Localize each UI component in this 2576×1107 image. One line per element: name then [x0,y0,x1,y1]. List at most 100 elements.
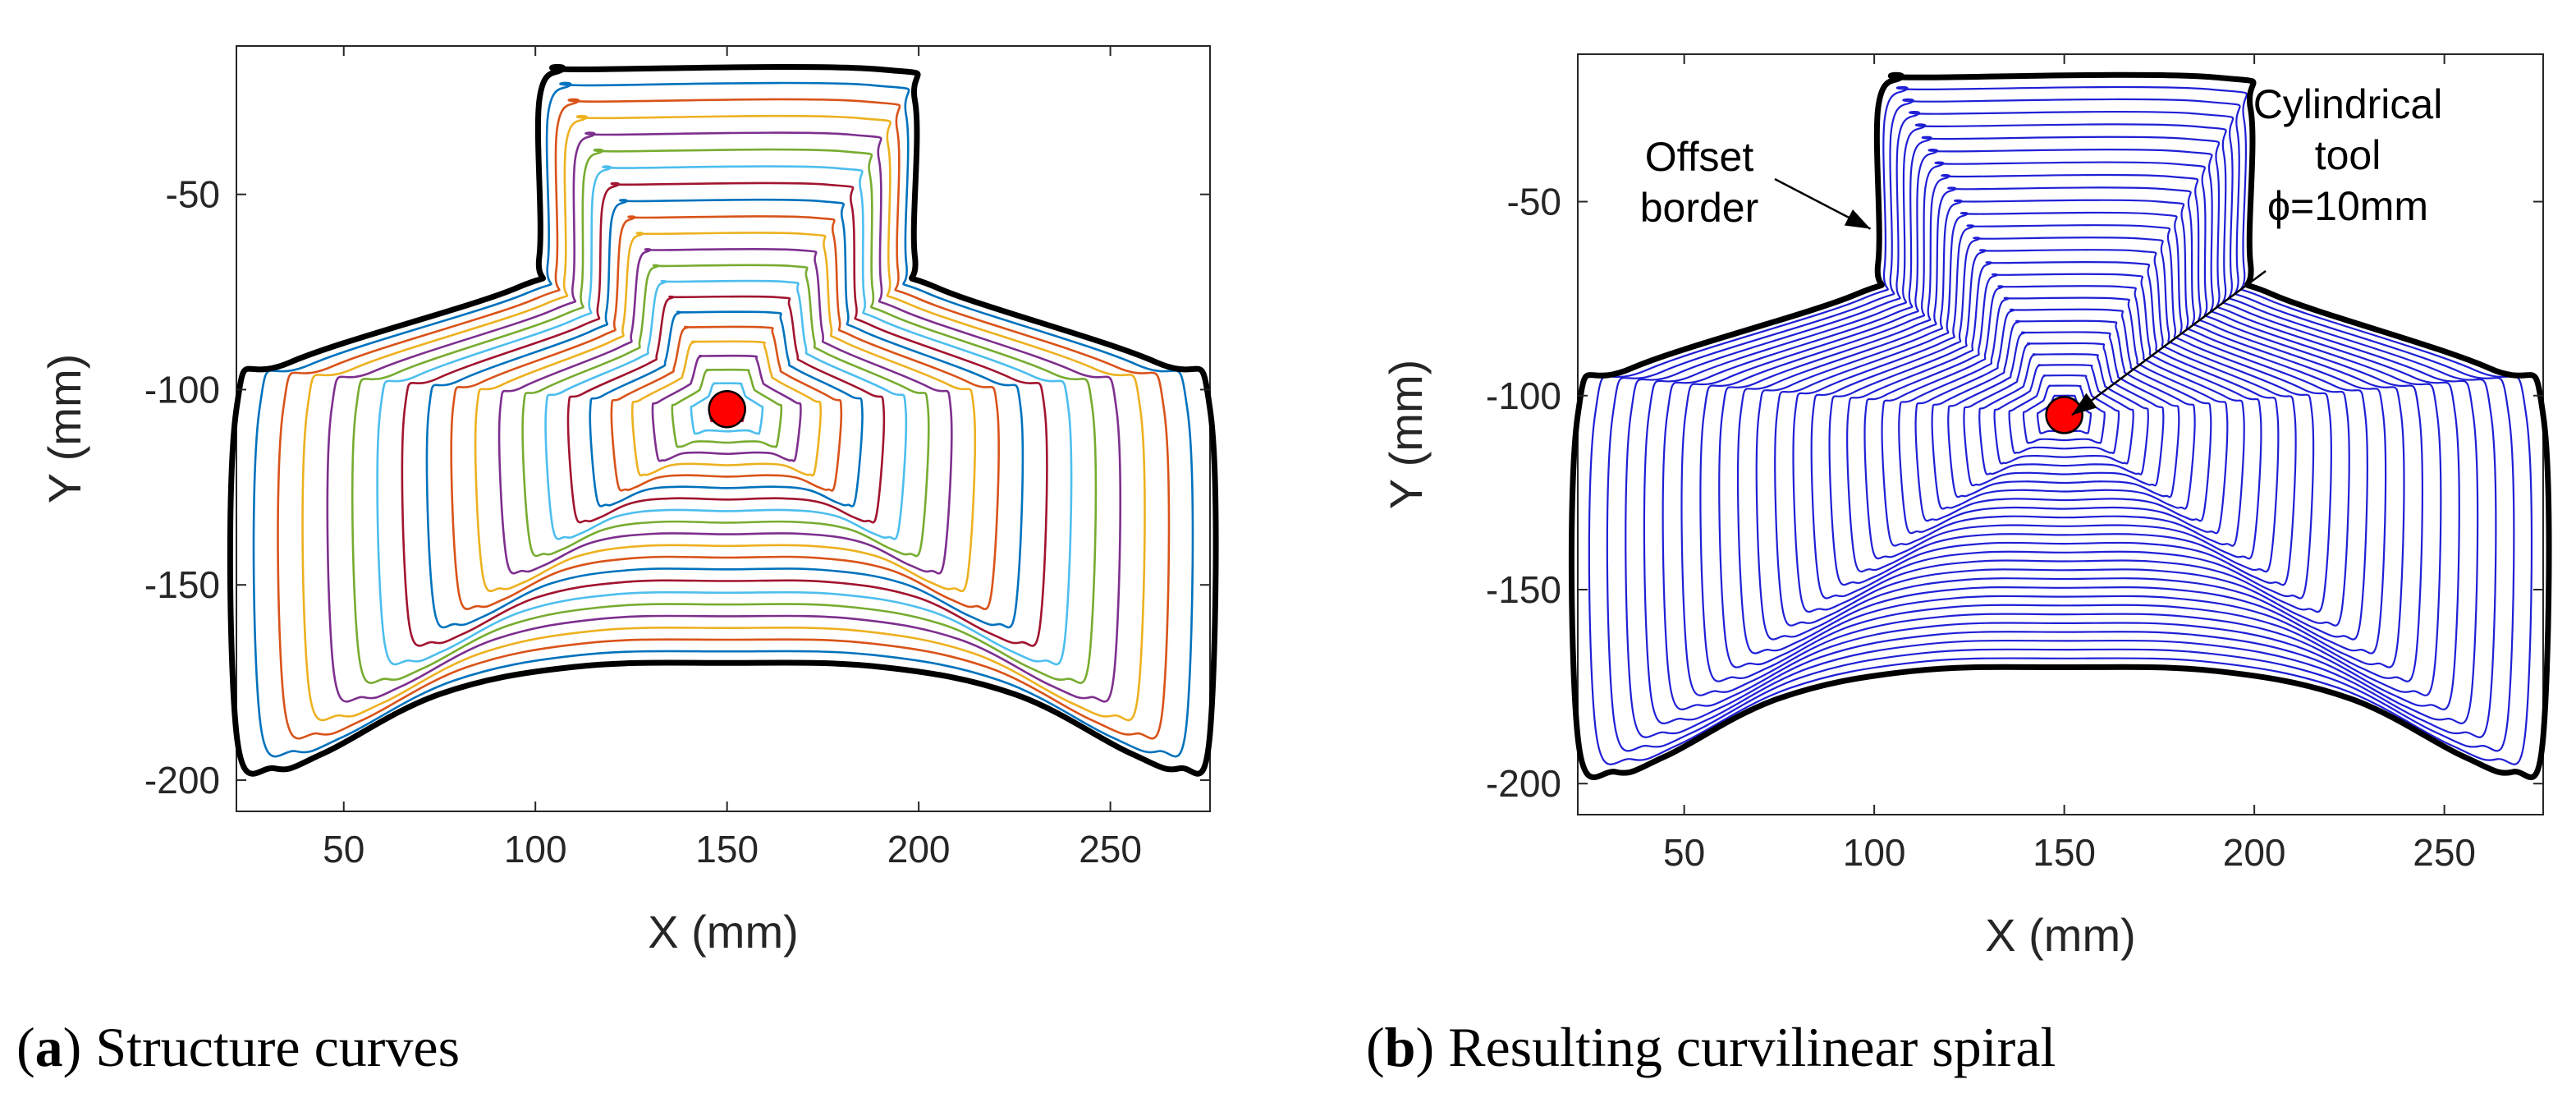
structure-curve [497,247,953,575]
panel-a-offset-border [227,63,1219,777]
spiral-pass [1828,249,2297,586]
x-tick-label: 150 [695,828,759,870]
panel-a-y-axis-label: Y (mm) [39,354,90,504]
x-tick-label: 250 [2413,831,2476,874]
structure-curve [474,232,976,593]
panel-a-y-ticks: -50 -100 -150 -200 [144,173,1210,802]
panel-b-spiral-curves [1588,85,2533,765]
y-tick-label: -200 [144,759,220,802]
spiral-pass [1810,237,2315,599]
structure-curve [252,81,1194,758]
structure-curve [690,382,764,435]
panel-a-structure-curves: 50 100 150 200 250 -50 -100 -150 -200 X (mm) Y … [16,45,1219,1078]
structure-curve [326,131,1122,703]
spiral-pass [1963,342,2165,487]
panel-a-plot-area [236,45,1211,812]
panel-b-caption: (b) Resulting curvilinear spiral [1366,1016,2056,1078]
structure-curve [301,114,1146,722]
structure-curve [277,98,1171,740]
spiral-pass [1662,136,2460,710]
structure-curve [401,181,1048,647]
y-tick-label: -100 [144,368,220,411]
annotation-line: tool [2315,132,2381,178]
panel-a-caption-text: Structure curves [95,1016,460,1078]
cylindrical-tool-label: Cylindrical tool ϕ=10mm [2071,81,2443,416]
panel-a-curves [252,81,1194,758]
offset-border-label: Offset border [1640,134,1872,231]
x-tick-label: 200 [887,828,951,870]
y-tick-label: -50 [166,173,220,216]
spiral-pass [1978,353,2149,475]
spiral-pass [1588,85,2533,765]
structure-curve [376,165,1073,666]
annotation-line: border [1640,185,1759,231]
spiral-pass [1737,186,2387,655]
annotation-line: Offset [1645,134,1754,180]
spiral-pass [1755,199,2368,641]
panel-b-y-ticks: -50 -100 -150 -200 [1486,181,2543,805]
panel-b-caption-letter: b [1385,1016,1416,1078]
panel-a-caption-letter: a [35,1016,63,1078]
structure-curve [651,354,802,462]
x-tick-label: 50 [323,828,364,870]
spiral-pass [1914,308,2212,522]
x-tick-label: 200 [2223,831,2286,874]
structure-curve [671,368,783,448]
panel-a-caption: (a) Structure curves [16,1016,460,1078]
structure-curve [351,148,1098,684]
spiral-pass [1625,110,2497,738]
panel-b-offset-border [1568,71,2552,780]
tool-circle [708,389,746,429]
spiral-pass [1898,296,2229,535]
spiral-pass [1792,224,2332,613]
spiral-pass [1863,273,2262,560]
annotation-line: ϕ=10mm [2267,183,2428,229]
annotation-arrow-head [1844,209,1871,229]
panel-a-x-ticks: 50 100 150 200 250 [323,46,1142,870]
y-tick-label: -200 [1486,762,1561,805]
y-tick-label: -100 [1486,374,1561,417]
panel-b-curvilinear-spiral: Offset border Cylindrical tool ϕ=10mm 50 100 1… [1366,53,2552,1078]
annotation-arrow-line [2071,269,2267,416]
x-tick-label: 100 [504,828,567,870]
spiral-pass [1881,285,2245,547]
spiral-pass [1774,211,2350,627]
spiral-pass [1931,319,2196,510]
structure-curve [425,198,1024,629]
structure-curve [566,295,886,524]
annotation-arrow-head [2071,393,2097,416]
y-tick-label: -150 [144,563,220,606]
x-tick-label: 50 [1663,831,1705,874]
spiral-pass [1718,173,2405,668]
structure-curve [630,340,823,477]
spiral-pass [1606,98,2515,752]
y-tick-label: -50 [1507,181,1561,223]
offset-border-line [1568,71,2552,780]
spiral-pass [1846,260,2280,573]
panel-b-x-ticks: 50 100 150 200 250 [1663,54,2476,874]
offset-border-line [227,63,1219,777]
tool-circle [2045,396,2083,434]
structure-curve [521,264,930,558]
structure-curve [450,215,1000,610]
spiral-pass [1947,331,2180,498]
structure-curve [589,310,864,508]
x-tick-label: 100 [1843,831,1906,874]
structure-curve [610,325,843,492]
panel-b-caption-text: Resulting curvilinear spiral [1448,1016,2056,1078]
annotation-line: Cylindrical [2253,81,2443,127]
panel-b-y-axis-label: Y (mm) [1380,360,1432,510]
panel-b-annotations: Offset border Cylindrical tool ϕ=10mm [1640,81,2443,416]
structure-curve [544,279,908,540]
x-tick-label: 150 [2033,831,2096,874]
panel-b-x-axis-label: X (mm) [1985,909,2136,961]
panel-a-tool-marker [708,389,746,429]
x-tick-label: 250 [1079,828,1142,870]
spiral-pass [1680,149,2442,696]
y-tick-label: -150 [1486,568,1561,611]
spiral-pass [1643,123,2479,724]
panel-a-x-axis-label: X (mm) [648,906,799,958]
panel-b-tool-marker [2045,396,2083,434]
axes-box [236,45,1211,812]
